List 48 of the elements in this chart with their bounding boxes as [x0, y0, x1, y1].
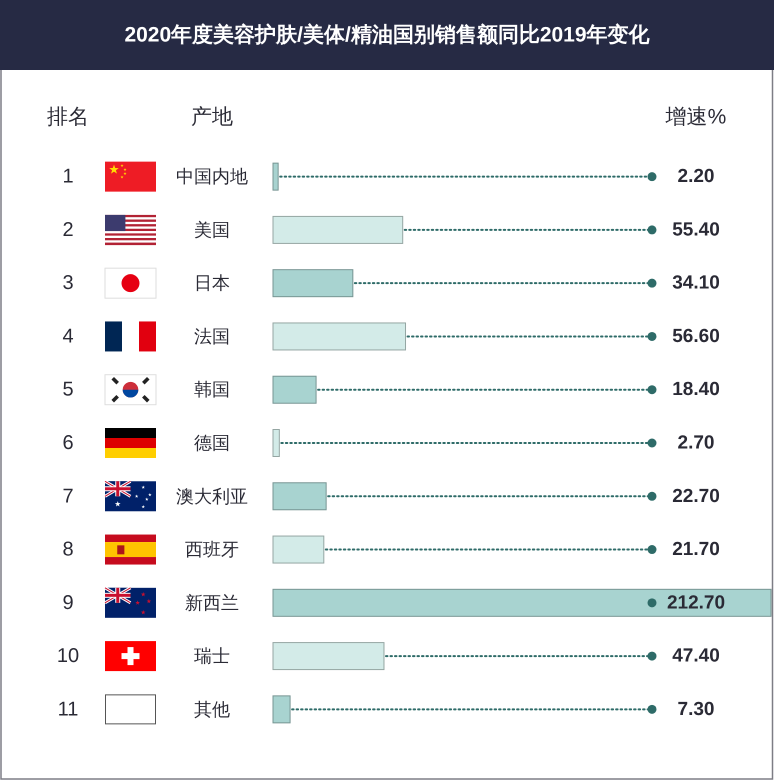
- data-label: 7.30: [678, 698, 714, 720]
- y-tick-label: 德国: [194, 433, 230, 453]
- y-tick-label: 澳大利亚: [176, 486, 248, 506]
- y2-tick-label: 1: [62, 166, 74, 188]
- data-label: 22.70: [672, 486, 720, 507]
- data-label: 2.70: [678, 432, 714, 454]
- y2-tick-label: 10: [56, 645, 80, 668]
- data-label: 2.20: [678, 166, 714, 188]
- bar: [272, 482, 327, 510]
- y-tick-label: 西班牙: [185, 540, 239, 560]
- x-axis-title: 增速%: [664, 106, 726, 128]
- bar: [272, 642, 384, 670]
- y2-tick-label: 5: [62, 378, 74, 401]
- chart-title: 2020年度美容护肤/美体/精油国别销售额同比2019年变化: [124, 22, 651, 46]
- y-tick-label: 韩国: [194, 380, 230, 400]
- bar: [272, 376, 317, 404]
- y-tick-label: 日本: [194, 273, 230, 294]
- y2-tick-label: 2: [62, 218, 74, 241]
- y2-tick-label: 6: [62, 432, 74, 454]
- bar: [272, 322, 406, 350]
- bar: [272, 695, 291, 724]
- y-axis-title: 产地: [191, 106, 233, 128]
- data-label: 56.60: [672, 326, 720, 347]
- y2-tick-label: 3: [62, 272, 74, 294]
- y2-tick-label: 9: [62, 592, 74, 614]
- data-label: 18.40: [672, 379, 720, 400]
- y-tick-label: 其他: [194, 699, 230, 720]
- y2-tick-label: 7: [62, 485, 74, 508]
- y2-tick-label: 4: [62, 325, 74, 348]
- y2-axis-title: 排名: [47, 106, 89, 128]
- y2-tick-label: 8: [62, 538, 74, 561]
- bar: [272, 269, 354, 298]
- bar: [272, 429, 280, 457]
- bar: [272, 536, 324, 564]
- y-tick-label: 新西兰: [185, 592, 239, 613]
- y-tick-label: 法国: [194, 326, 230, 346]
- bar: [272, 162, 279, 191]
- data-label: 47.40: [672, 646, 720, 667]
- y-tick-label: 中国内地: [176, 166, 248, 187]
- data-label: 34.10: [672, 272, 720, 294]
- bar: [272, 216, 404, 244]
- y2-tick-label: 11: [58, 698, 78, 720]
- data-label: 212.70: [666, 592, 726, 614]
- y-tick-label: 美国: [194, 220, 230, 240]
- bar: [272, 588, 772, 617]
- y-tick-label: 瑞士: [194, 646, 230, 666]
- data-label: 55.40: [672, 219, 720, 240]
- data-label: 21.70: [672, 539, 720, 560]
